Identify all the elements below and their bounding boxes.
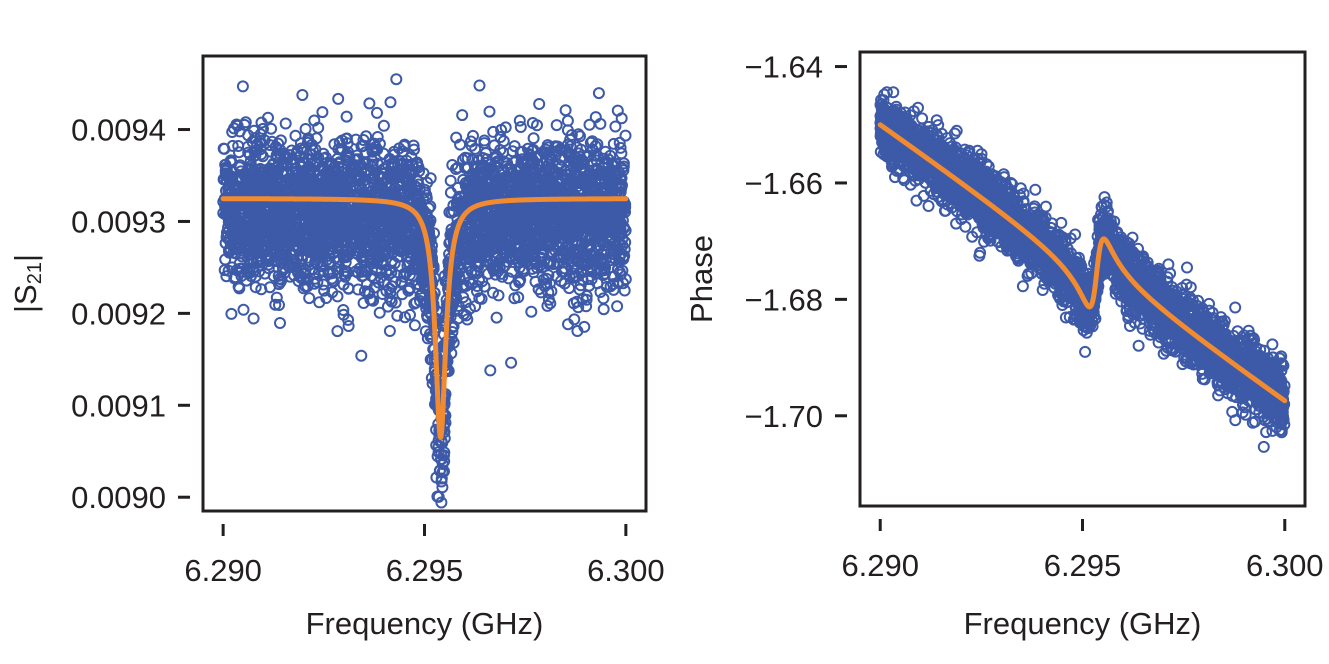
magnitude-data-point [391, 309, 404, 322]
magnitude-data-point [373, 306, 386, 319]
magnitude-data-point [454, 138, 467, 151]
phase-data-point [1039, 200, 1052, 213]
magnitude-x-ticks: 6.290 6.295 6.300 [184, 524, 665, 588]
magnitude-data-point [296, 89, 309, 101]
magnitude-data-point [619, 129, 632, 142]
magnitude-data-point [527, 132, 540, 145]
magnitude-data-point [611, 300, 624, 313]
magnitude-data-point [609, 120, 622, 133]
magnitude-y-tick-label: 0.0093 [71, 204, 166, 239]
magnitude-data-point [289, 129, 302, 142]
magnitude-scatter-series [217, 73, 632, 509]
magnitude-y-tick-label: 0.0092 [71, 296, 166, 331]
magnitude-y-axis-label-end: | [8, 254, 43, 262]
magnitude-chart: 6.290 6.295 6.300 0.0090 0.0091 0.0092 0.0093… [8, 54, 665, 641]
magnitude-data-point [303, 292, 316, 305]
magnitude-data-point [384, 96, 397, 109]
magnitude-data-point [490, 311, 503, 324]
magnitude-data-point [225, 307, 238, 320]
phase-data-point [922, 200, 935, 212]
magnitude-x-tick-label: 6.295 [386, 553, 464, 588]
magnitude-data-point [342, 320, 355, 332]
magnitude-x-tick-label: 6.300 [587, 553, 665, 588]
magnitude-data-point [433, 464, 446, 477]
magnitude-x-tick-label: 6.290 [184, 553, 262, 588]
phase-data-point [1229, 301, 1242, 314]
magnitude-data-point [408, 319, 421, 332]
magnitude-data-point [513, 114, 526, 127]
magnitude-x-axis-label: Frequency (GHz) [306, 606, 544, 641]
magnitude-data-point [597, 303, 610, 316]
magnitude-data-point [541, 299, 554, 312]
magnitude-data-point [483, 105, 496, 118]
magnitude-data-point [316, 106, 329, 119]
magnitude-y-axis-label-main: |S [8, 284, 43, 313]
magnitude-data-point [220, 270, 233, 283]
magnitude-data-point [514, 121, 527, 133]
magnitude-data-point [233, 146, 245, 159]
magnitude-data-point [299, 123, 312, 135]
magnitude-y-tick-label: 0.0091 [71, 388, 166, 423]
magnitude-data-point [408, 143, 420, 156]
magnitude-data-point [407, 139, 420, 152]
phase-scatter-series [874, 86, 1291, 453]
magnitude-data-point [274, 317, 286, 329]
magnitude-data-point [318, 284, 331, 297]
magnitude-y-ticks: 0.0090 0.0091 0.0092 0.0093 0.0094 [71, 113, 190, 515]
magnitude-y-axis-label-subscript: 21 [24, 262, 46, 284]
magnitude-data-point [341, 266, 354, 279]
magnitude-data-point [237, 303, 250, 316]
magnitude-data-point [371, 106, 383, 119]
magnitude-data-point [484, 364, 497, 377]
magnitude-y-axis-label: |S21| [8, 254, 46, 313]
magnitude-data-point [383, 325, 396, 337]
magnitude-data-point [435, 472, 448, 485]
magnitude-data-point [473, 79, 486, 92]
phase-chart: 6.290 6.295 6.300 −1.64−1.66−1.68−1.70 Fre… [684, 50, 1324, 641]
magnitude-data-point [340, 110, 353, 123]
magnitude-data-point [456, 109, 469, 122]
magnitude-data-point [533, 98, 546, 110]
magnitude-data-point [390, 73, 403, 86]
magnitude-y-tick-label: 0.0094 [71, 113, 166, 148]
magnitude-data-point [355, 349, 368, 362]
magnitude-data-point [525, 305, 538, 318]
phase-data-point [1029, 183, 1042, 196]
magnitude-data-point [337, 304, 350, 316]
magnitude-data-point [592, 87, 605, 100]
magnitude-y-tick-label: 0.0090 [71, 480, 166, 515]
magnitude-data-point [550, 119, 563, 132]
magnitude-data-point [247, 312, 260, 325]
magnitude-data-point [331, 325, 344, 338]
magnitude-data-point [377, 119, 390, 132]
magnitude-data-point [236, 80, 249, 93]
magnitude-data-point [444, 174, 457, 187]
magnitude-data-point [618, 284, 631, 297]
magnitude-data-point [279, 117, 292, 130]
magnitude-data-point [363, 97, 376, 110]
magnitude-data-point [559, 104, 572, 117]
magnitude-data-point [332, 92, 345, 105]
magnitude-data-point [505, 356, 518, 369]
magnitude-data-point [583, 118, 596, 131]
magnitude-data-point [232, 140, 245, 152]
